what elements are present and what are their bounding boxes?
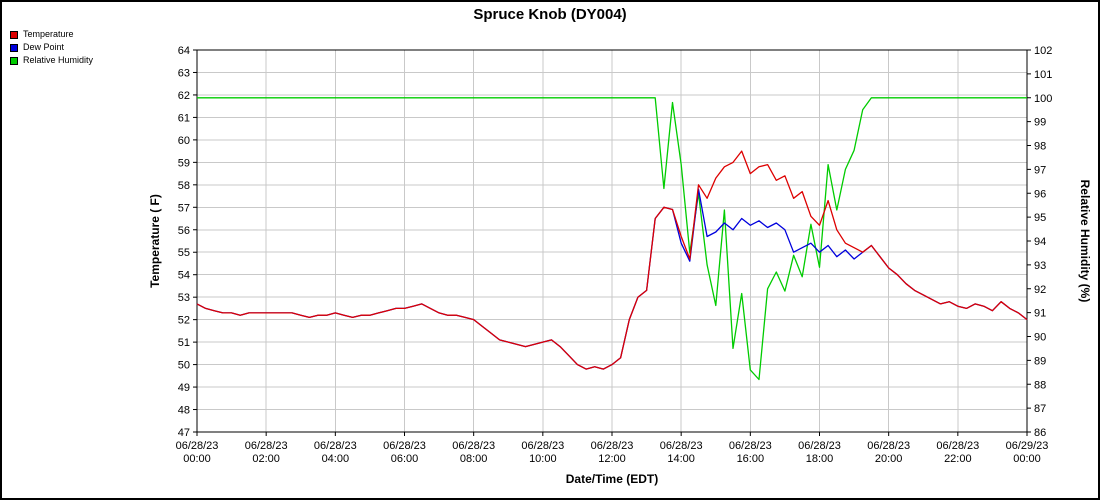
y-left-tick-label: 61 <box>178 112 190 124</box>
legend-item-dew-point: Dew Point <box>10 42 93 53</box>
x-axis-title: Date/Time (EDT) <box>566 472 658 486</box>
x-tick-time-label: 12:00 <box>598 453 626 465</box>
y-right-tick-label: 101 <box>1034 69 1052 81</box>
x-tick-time-label: 22:00 <box>944 453 972 465</box>
y-right-tick-label: 86 <box>1034 427 1046 439</box>
x-tick-time-label: 02:00 <box>252 453 280 465</box>
y-left-tick-label: 47 <box>178 427 190 439</box>
relative-humidity-swatch-icon <box>10 56 18 65</box>
y-left-tick-label: 52 <box>178 315 190 327</box>
x-tick-date-label: 06/28/23 <box>729 440 772 452</box>
legend-label-relative-humidity: Relative Humidity <box>23 55 94 65</box>
chart-title: Spruce Knob (DY004) <box>473 6 627 23</box>
y-left-tick-label: 62 <box>178 90 190 102</box>
y-left-tick-label: 64 <box>178 45 190 57</box>
x-tick-time-label: 18:00 <box>806 453 834 465</box>
y-left-tick-label: 54 <box>178 270 190 282</box>
y-right-tick-label: 95 <box>1034 212 1046 224</box>
y-left-tick-label: 59 <box>178 157 190 169</box>
legend: Temperature Dew Point Relative Humidity <box>10 29 93 68</box>
y-right-tick-label: 102 <box>1034 45 1052 57</box>
x-tick-date-label: 06/28/23 <box>521 440 564 452</box>
x-tick-date-label: 06/28/23 <box>798 440 841 452</box>
y-right-tick-label: 93 <box>1034 260 1046 272</box>
x-tick-date-label: 06/28/23 <box>383 440 426 452</box>
x-tick-time-label: 10:00 <box>529 453 557 465</box>
y-right-tick-label: 99 <box>1034 117 1046 129</box>
y-left-tick-label: 60 <box>178 135 190 147</box>
x-tick-time-label: 08:00 <box>460 453 488 465</box>
y-left-tick-label: 48 <box>178 405 190 417</box>
y-left-tick-label: 55 <box>178 247 190 259</box>
y-right-tick-label: 91 <box>1034 308 1046 320</box>
grid-lines <box>197 50 1027 432</box>
y-right-tick-label: 94 <box>1034 236 1046 248</box>
y-left-tick-label: 56 <box>178 225 190 237</box>
y-right-tick-label: 89 <box>1034 355 1046 367</box>
x-tick-time-label: 20:00 <box>875 453 903 465</box>
y-left-tick-label: 51 <box>178 337 190 349</box>
y-right-tick-label: 96 <box>1034 188 1046 200</box>
x-tick-date-label: 06/28/23 <box>867 440 910 452</box>
y-left-tick-label: 53 <box>178 292 190 304</box>
y-axis-right-title: Relative Humidity (%) <box>1078 180 1092 303</box>
x-tick-date-label: 06/28/23 <box>452 440 495 452</box>
dew-point-swatch-icon <box>10 43 18 52</box>
x-tick-date-label: 06/29/23 <box>1006 440 1049 452</box>
legend-item-relative-humidity: Relative Humidity <box>10 55 93 66</box>
x-tick-date-label: 06/28/23 <box>660 440 703 452</box>
y-left-tick-label: 63 <box>178 67 190 79</box>
x-tick-time-label: 00:00 <box>183 453 211 465</box>
y-right-tick-label: 87 <box>1034 403 1046 415</box>
y-left-tick-label: 58 <box>178 180 190 192</box>
x-tick-date-label: 06/28/23 <box>176 440 219 452</box>
legend-label-dew-point: Dew Point <box>23 42 65 52</box>
y-right-tick-label: 98 <box>1034 141 1046 153</box>
legend-label-temperature: Temperature <box>23 29 74 39</box>
x-tick-date-label: 06/28/23 <box>245 440 288 452</box>
x-tick-time-label: 16:00 <box>737 453 765 465</box>
y-left-tick-label: 50 <box>178 360 190 372</box>
relative-humidity-line <box>197 97 1027 381</box>
x-tick-date-label: 06/28/23 <box>314 440 357 452</box>
x-tick-time-label: 00:00 <box>1013 453 1041 465</box>
y-left-tick-label: 57 <box>178 202 190 214</box>
x-tick-time-label: 06:00 <box>391 453 419 465</box>
legend-item-temperature: Temperature <box>10 29 93 40</box>
y-right-tick-label: 100 <box>1034 93 1052 105</box>
temperature-swatch-icon <box>10 30 18 39</box>
x-tick-time-label: 04:00 <box>322 453 350 465</box>
y-right-tick-label: 88 <box>1034 379 1046 391</box>
x-tick-time-label: 14:00 <box>667 453 695 465</box>
y-right-tick-label: 90 <box>1034 332 1046 344</box>
x-tick-date-label: 06/28/23 <box>936 440 979 452</box>
axis-ticks-and-labels: 47 48 49 50 51 52 53 54 55 56 57 58 59 60 61 62 63 64 86 87… <box>176 45 1053 465</box>
temperature-line <box>196 150 1028 370</box>
y-axis-left-title: Temperature ( F) <box>148 194 162 288</box>
x-tick-date-label: 06/28/23 <box>591 440 634 452</box>
y-right-tick-label: 97 <box>1034 164 1046 176</box>
y-right-tick-label: 92 <box>1034 284 1046 296</box>
y-left-tick-label: 49 <box>178 382 190 394</box>
plot-border <box>196 49 1028 433</box>
